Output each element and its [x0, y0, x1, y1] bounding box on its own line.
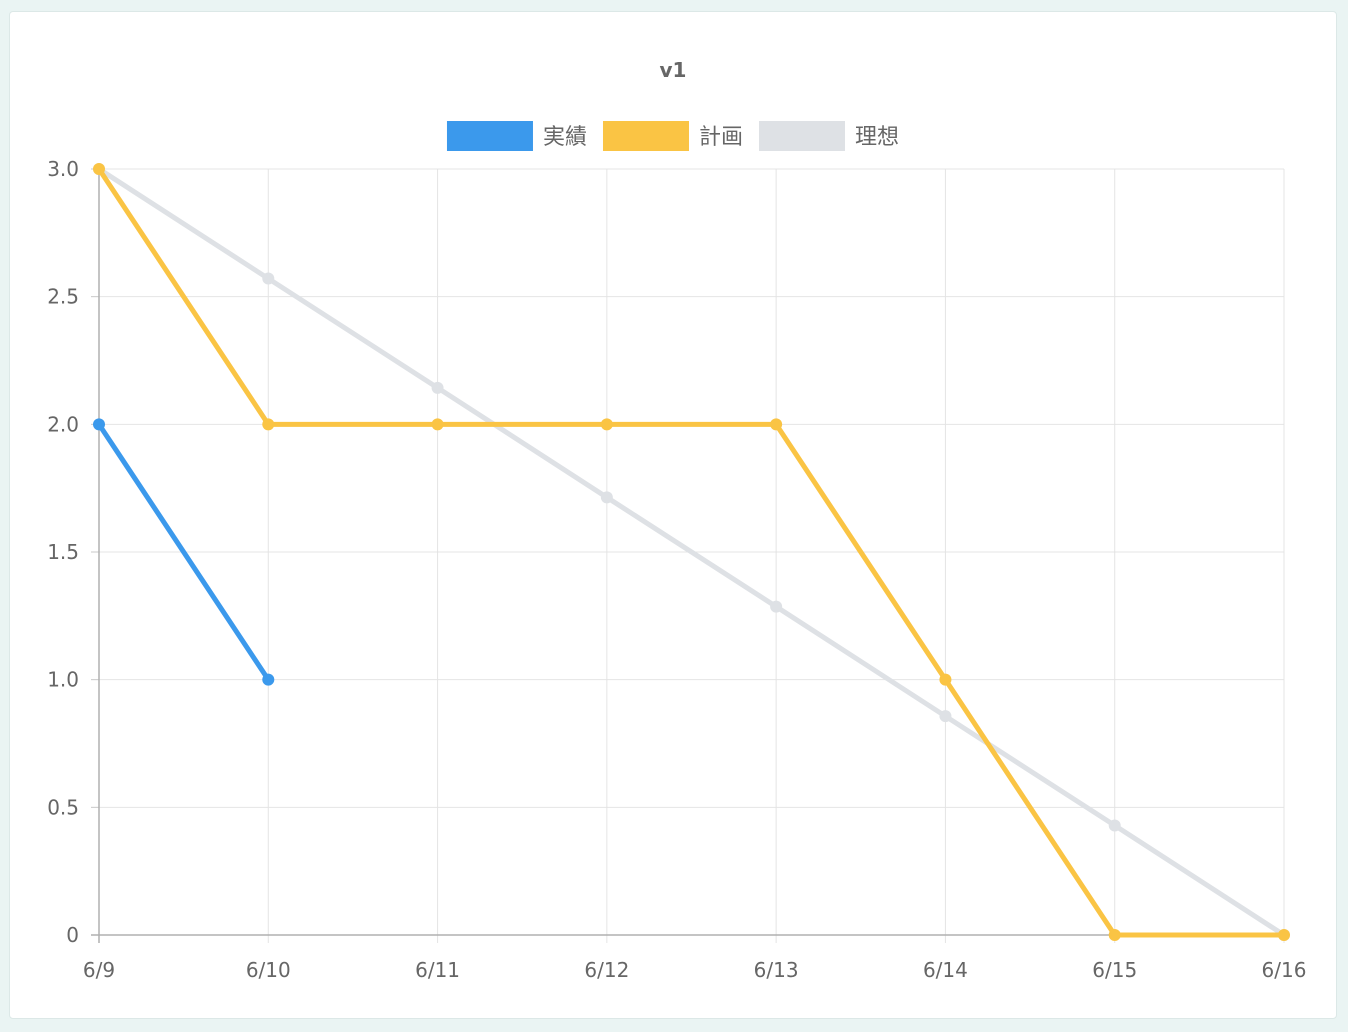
data-point[interactable] [770, 418, 783, 431]
legend-swatch [446, 121, 533, 151]
legend-swatch [759, 121, 846, 151]
y-tick-label: 0.5 [47, 795, 79, 819]
grid-lines [91, 168, 1285, 943]
data-point[interactable] [262, 418, 275, 431]
data-point[interactable] [262, 272, 275, 285]
series-line [96, 167, 1284, 938]
data-point[interactable] [431, 418, 444, 431]
data-point[interactable] [1108, 819, 1121, 832]
y-tick-label: 1.5 [47, 540, 79, 564]
y-tick-label: 0 [66, 923, 79, 947]
series-0 [93, 418, 275, 686]
legend[interactable]: 実績 計画 理想 [446, 121, 899, 151]
x-tick-label: 6/12 [584, 958, 629, 982]
y-tick-label: 1.0 [47, 668, 79, 692]
data-point[interactable] [431, 381, 444, 394]
legend-swatch [602, 121, 689, 151]
data-point[interactable] [262, 673, 275, 686]
data-point[interactable] [939, 673, 952, 686]
series-group [93, 163, 1290, 941]
y-tick-label: 2.5 [47, 285, 79, 309]
axes [91, 169, 1284, 943]
x-tick-label: 6/11 [415, 958, 460, 982]
data-point[interactable] [770, 600, 783, 613]
legend-label: 実績 [543, 125, 587, 150]
legend-item[interactable]: 実績 [446, 121, 587, 151]
x-tick-label: 6/10 [246, 958, 291, 982]
data-point[interactable] [600, 418, 613, 431]
series-1 [93, 163, 1290, 941]
y-tick-label: 3.0 [47, 157, 79, 181]
data-point[interactable] [1108, 929, 1121, 941]
y-tick-label: 2.0 [47, 412, 79, 436]
x-tick-label: 6/14 [923, 958, 968, 982]
series-line [97, 166, 1286, 938]
x-tick-label: 6/15 [1092, 958, 1137, 982]
x-tick-label: 6/9 [83, 958, 115, 982]
tick-labels: 0 0.5 1.0 1.5 2.0 2.5 3.0 6/9 6/10 6/11 6/12 6/13 6/… [47, 157, 1306, 982]
legend-label: 計画 [699, 125, 743, 150]
chart-title: v1 [660, 58, 687, 82]
data-point[interactable] [939, 710, 952, 723]
x-tick-label: 6/13 [754, 958, 799, 982]
x-tick-label: 6/16 [1262, 958, 1307, 982]
legend-item[interactable]: 理想 [759, 121, 899, 151]
data-point[interactable] [93, 163, 105, 175]
legend-item[interactable]: 計画 [602, 121, 743, 151]
data-point[interactable] [93, 418, 105, 431]
series-line [96, 422, 271, 682]
data-point[interactable] [600, 491, 613, 504]
chart-card [9, 11, 1337, 1019]
legend-label: 理想 [855, 125, 899, 150]
data-point[interactable] [1278, 929, 1290, 941]
